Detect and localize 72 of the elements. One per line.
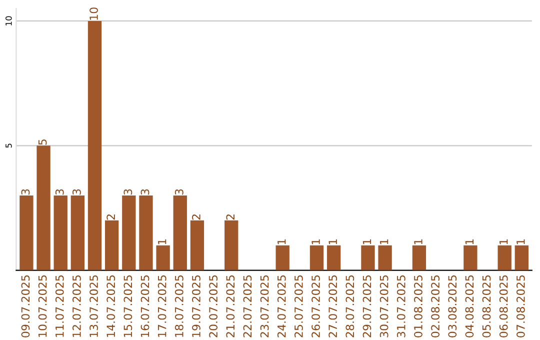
bar: [378, 245, 392, 270]
data-label: 1: [278, 239, 286, 244]
data-label: 1: [380, 239, 388, 244]
data-label: 3: [55, 189, 64, 195]
data-label: 2: [106, 214, 115, 220]
x-tick-label: 10.07.2025: [38, 275, 47, 337]
x-tick-label: 22.07.2025: [243, 275, 252, 338]
x-tick-label: 26.07.2025: [312, 275, 320, 338]
bar: [54, 196, 68, 270]
bar: [122, 196, 136, 270]
bar: [156, 245, 170, 270]
data-label: 5: [38, 140, 47, 145]
x-tick-label: 21.07.2025: [226, 275, 235, 338]
data-label: 1: [158, 239, 166, 244]
data-label: 2: [226, 214, 234, 220]
x-tick-label: 04.08.2025: [465, 275, 474, 338]
bar: [139, 196, 153, 270]
x-tick-label: 27.07.2025: [328, 275, 338, 338]
bar: [498, 245, 512, 270]
x-tick-label: 06.08.2025: [499, 275, 508, 338]
x-tick-label: 29.07.2025: [362, 275, 372, 338]
bar: [20, 196, 34, 270]
data-label: 1: [516, 239, 525, 244]
data-label: 1: [414, 239, 422, 244]
x-tick-label: 23.07.2025: [260, 275, 269, 338]
x-tick-label: 20.07.2025: [209, 275, 218, 338]
data-label: 2: [192, 214, 200, 220]
x-tick-label: 24.07.2025: [277, 275, 286, 338]
bar: [88, 20, 102, 270]
bar: [464, 245, 478, 270]
x-tick-label: 25.07.2025: [294, 275, 303, 338]
bar: [276, 245, 290, 270]
x-tick-label: 03.08.2025: [448, 275, 457, 338]
bar: [361, 245, 375, 270]
x-tick-label: 28.07.2025: [346, 275, 354, 338]
x-tick-label: 12.07.2025: [72, 275, 81, 337]
x-tick-label: 09.07.2025: [21, 275, 30, 338]
data-label: 3: [72, 189, 81, 195]
bar: [514, 245, 528, 270]
x-tick-label: 17.07.2025: [158, 275, 166, 337]
x-tick-label: 11.07.2025: [55, 275, 64, 337]
x-tick-label: 19.07.2025: [192, 275, 200, 337]
x-tick-label: 16.07.2025: [140, 275, 150, 337]
bar: [36, 146, 50, 270]
bar: [70, 196, 85, 270]
data-label: 3: [174, 189, 184, 195]
bar: [173, 196, 187, 270]
data-label: 1: [328, 239, 337, 244]
bar: [104, 220, 119, 270]
bar: [310, 245, 324, 270]
x-tick-label: 05.08.2025: [482, 275, 491, 338]
data-label: 3: [124, 189, 132, 195]
data-label: 3: [140, 189, 150, 195]
data-label: 3: [21, 189, 30, 195]
data-label: 10: [90, 8, 98, 20]
x-tick-label: 30.07.2025: [380, 275, 388, 338]
bar: [412, 245, 426, 270]
x-tick-label: 02.08.2025: [431, 275, 440, 338]
x-tick-label: 14.07.2025: [106, 275, 116, 337]
x-tick-label: 07.08.2025: [516, 275, 525, 338]
x-tick-label: 18.07.2025: [174, 275, 184, 337]
data-label: 1: [465, 239, 474, 244]
bar: [224, 220, 238, 270]
data-label: 1: [312, 239, 320, 244]
bar: [326, 245, 341, 270]
x-tick-label: 15.07.2025: [124, 275, 132, 337]
x-tick-label: 01.08.2025: [414, 275, 422, 338]
data-label: 1: [500, 239, 508, 244]
x-tick-label: 13.07.2025: [90, 275, 98, 337]
data-label: 1: [362, 239, 372, 244]
x-tick-label: 31.07.2025: [396, 275, 406, 338]
bar: [190, 220, 204, 270]
